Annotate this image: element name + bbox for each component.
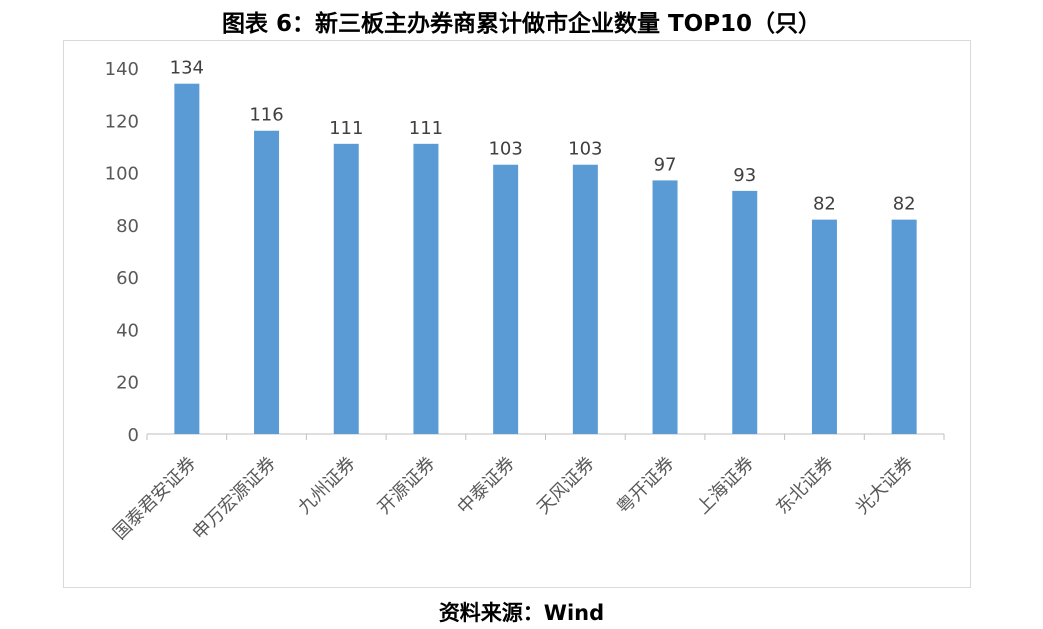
x-tick-label: 天风证券 bbox=[533, 453, 599, 519]
bar bbox=[732, 190, 758, 434]
y-tick-label: 40 bbox=[116, 320, 139, 341]
y-tick-label: 60 bbox=[116, 268, 139, 289]
bar bbox=[891, 219, 917, 434]
x-tick-label: 东北证券 bbox=[772, 453, 838, 519]
chart-frame bbox=[63, 40, 971, 588]
bar bbox=[174, 83, 200, 434]
x-tick-label: 申万宏源证券 bbox=[189, 453, 280, 544]
data-labels: 134 116 111 111 103 103 97 93 82 82 bbox=[170, 58, 916, 215]
data-label: 111 bbox=[409, 118, 443, 139]
source-note: 资料来源：Wind bbox=[438, 601, 605, 625]
data-label: 134 bbox=[170, 58, 204, 79]
figure-title: 图表 6：新三板主办券商累计做市企业数量 TOP10（只） bbox=[221, 11, 822, 37]
bar bbox=[572, 164, 598, 434]
y-tick-label: 80 bbox=[116, 216, 139, 237]
y-tick-label: 0 bbox=[128, 425, 139, 446]
data-label: 82 bbox=[813, 194, 836, 215]
bar bbox=[333, 143, 359, 435]
x-tick-label: 中泰证券 bbox=[453, 453, 519, 519]
bar-series bbox=[174, 83, 917, 435]
bar bbox=[811, 219, 837, 434]
x-tick-label: 上海证券 bbox=[693, 453, 759, 519]
x-tick-label: 光大证券 bbox=[852, 453, 918, 519]
data-label: 97 bbox=[654, 154, 677, 175]
x-tick-label: 九州证券 bbox=[294, 453, 360, 519]
y-tick-label: 20 bbox=[116, 373, 139, 394]
data-label: 103 bbox=[488, 139, 522, 160]
y-tick-label: 100 bbox=[105, 164, 139, 185]
x-tick-label: 粤开证券 bbox=[613, 453, 679, 519]
y-tick-label: 140 bbox=[105, 59, 139, 80]
data-label: 93 bbox=[733, 165, 756, 186]
bar bbox=[254, 130, 280, 434]
bar bbox=[413, 143, 439, 435]
data-label: 82 bbox=[893, 194, 916, 215]
y-axis: 0 20 40 60 80 100 120 140 bbox=[105, 59, 139, 446]
x-tick-label: 国泰君安证券 bbox=[109, 453, 200, 544]
y-tick-label: 120 bbox=[105, 111, 139, 132]
x-tick-label: 开源证券 bbox=[374, 453, 440, 519]
bar bbox=[652, 180, 678, 434]
data-label: 103 bbox=[568, 139, 602, 160]
bar bbox=[493, 164, 519, 434]
data-label: 111 bbox=[329, 118, 363, 139]
data-label: 116 bbox=[249, 105, 283, 126]
